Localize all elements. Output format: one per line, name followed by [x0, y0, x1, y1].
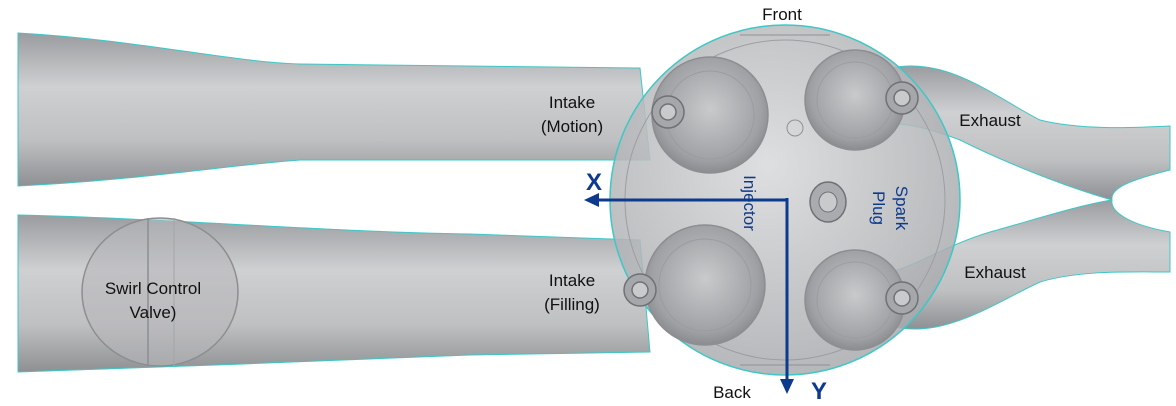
exhaust-runner-lower: [869, 199, 1171, 330]
exhaust-runner-upper: [859, 65, 1171, 201]
intake-valve-filling: [644, 224, 766, 346]
x-axis-arrowhead: [584, 193, 599, 207]
y-axis-arrowhead: [780, 379, 794, 394]
label-front: Front: [762, 5, 802, 24]
label-intake-motion-sub: (Motion): [541, 117, 603, 136]
label-exhaust-top: Exhaust: [959, 111, 1021, 130]
label-intake-filling-sub: (Filling): [544, 295, 600, 314]
label-spark: Spark: [892, 186, 911, 231]
label-intake-motion: Intake: [549, 93, 595, 112]
swirl-control-valve: [81, 217, 239, 367]
label-back: Back: [713, 383, 751, 402]
y-axis-label: Y: [811, 378, 827, 405]
label-injector: Injector: [740, 175, 759, 231]
label-swirl-control: Swirl Control: [105, 279, 201, 298]
x-axis-label: X: [586, 169, 602, 196]
label-intake-filling: Intake: [549, 271, 595, 290]
label-plug: Plug: [869, 191, 888, 225]
label-swirl-control-sub: Valve): [130, 303, 177, 322]
label-exhaust-bottom: Exhaust: [964, 263, 1026, 282]
